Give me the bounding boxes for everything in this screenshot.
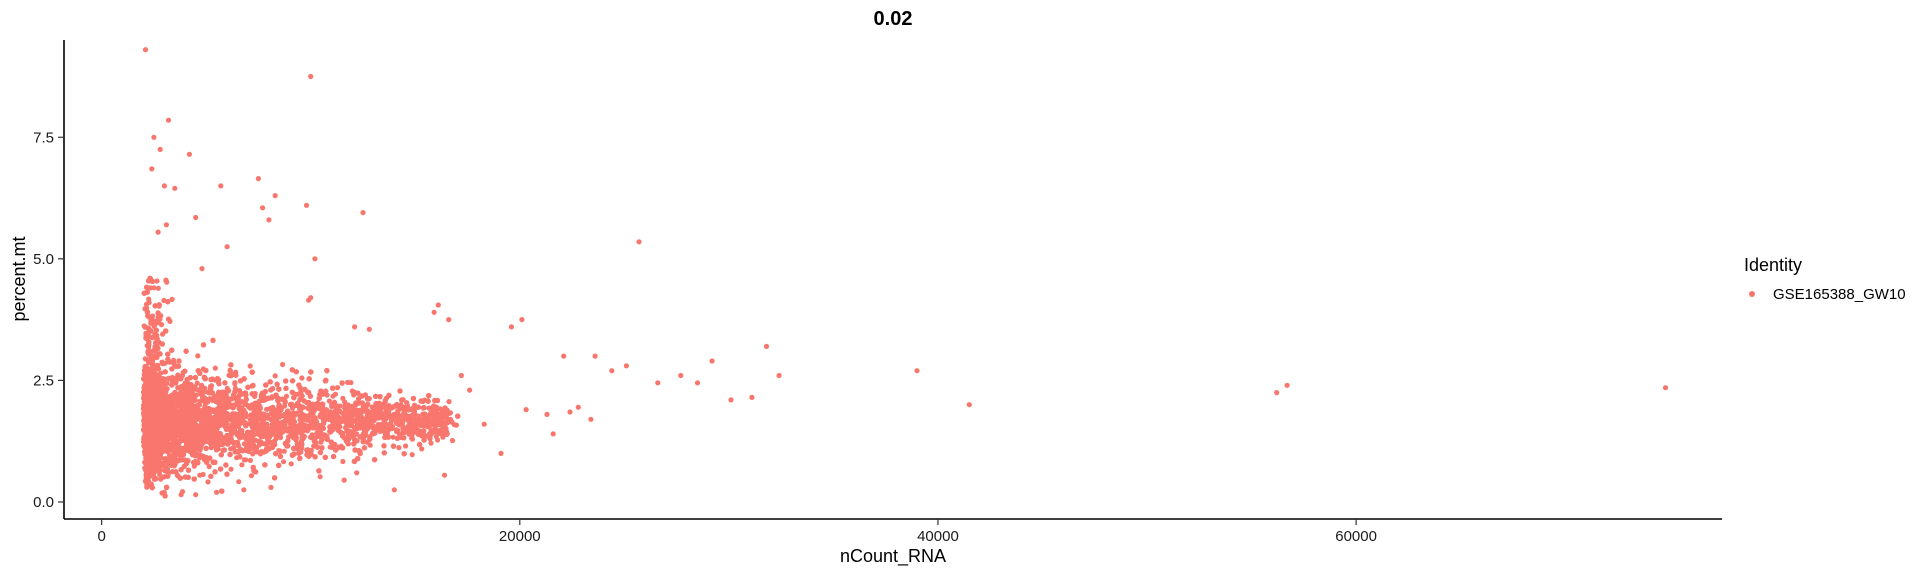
data-point [195, 353, 201, 359]
data-point [206, 463, 212, 470]
data-point [435, 437, 441, 443]
data-point [157, 471, 163, 478]
data-point [403, 443, 409, 449]
data-point [248, 473, 255, 479]
data-point [340, 458, 346, 465]
data-point [216, 381, 222, 387]
data-point [239, 462, 245, 468]
data-point [165, 449, 171, 455]
data-point [280, 361, 286, 368]
data-point [390, 434, 396, 440]
data-point [329, 404, 335, 410]
data-point [399, 397, 405, 403]
data-point [232, 380, 238, 386]
data-point [281, 459, 287, 465]
data-point [169, 296, 175, 302]
data-point [334, 385, 341, 391]
data-point [272, 373, 278, 379]
data-point [241, 457, 247, 463]
data-point [205, 479, 211, 485]
data-point [155, 285, 161, 291]
data-point [446, 399, 452, 405]
data-point [247, 363, 253, 369]
data-point [428, 440, 434, 446]
data-point [281, 448, 287, 454]
data-point [236, 479, 242, 485]
data-point [348, 380, 354, 386]
data-point [449, 437, 456, 444]
data-point [241, 441, 247, 447]
data-point [396, 445, 402, 451]
data-point [330, 393, 336, 399]
data-point [419, 446, 425, 452]
data-point [262, 427, 268, 433]
data-point [158, 370, 164, 376]
data-point [228, 466, 234, 472]
chart-title: 0.02 [874, 8, 913, 30]
data-point [237, 388, 243, 394]
data-point [299, 375, 305, 381]
data-point [197, 472, 203, 478]
data-point [297, 396, 303, 403]
data-point [282, 403, 288, 409]
data-point [326, 398, 332, 404]
data-point [317, 474, 323, 480]
data-point [154, 278, 160, 284]
data-point [247, 457, 253, 463]
data-point [283, 393, 290, 399]
data-point [212, 365, 218, 371]
points-layer [140, 47, 1669, 499]
data-point [409, 452, 415, 458]
data-point [164, 380, 170, 386]
data-point [288, 461, 294, 467]
